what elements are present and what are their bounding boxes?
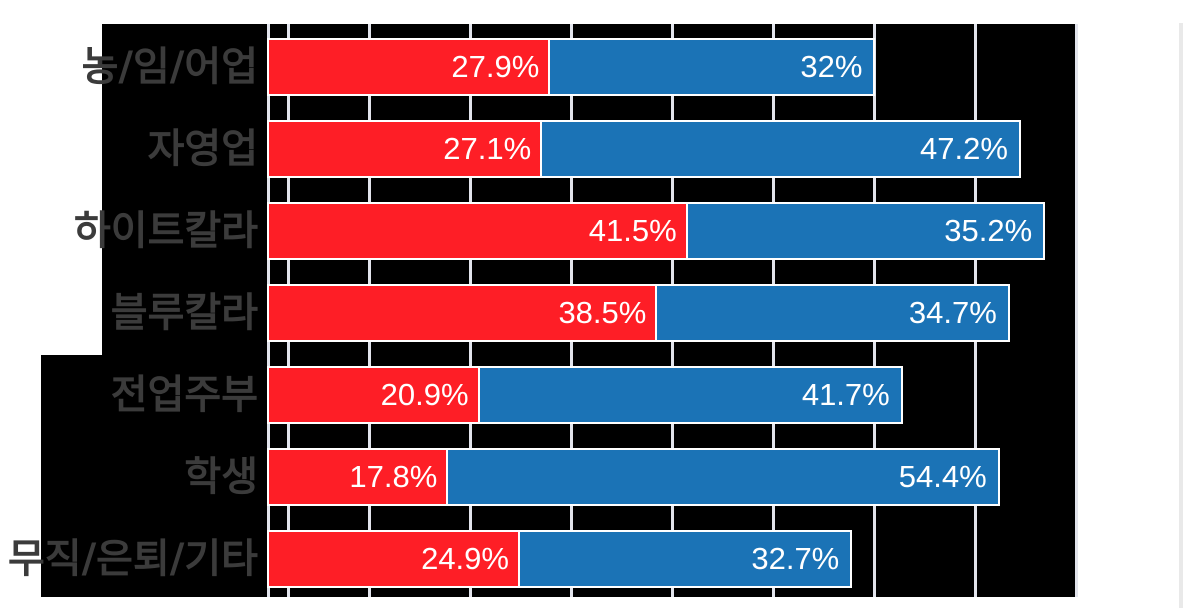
bar-segment-blue-segment: 32.7%: [517, 530, 853, 588]
bar-segment-blue-segment: 35.2%: [685, 202, 1046, 260]
bar-value-label: 35.2%: [944, 213, 1033, 248]
bar-segment-red-segment: 17.8%: [266, 448, 451, 506]
category-label: 학생: [184, 454, 258, 500]
category-label: 자영업: [147, 126, 258, 172]
bar-value-label: 47.2%: [920, 131, 1008, 166]
category-label: 전업주부: [110, 372, 258, 418]
gridline: [1075, 24, 1078, 597]
bar-value-label: 54.4%: [898, 459, 987, 494]
category-label: 농/임/어업: [81, 44, 258, 90]
bar-segment-red-segment: 27.1%: [266, 120, 545, 178]
bar-value-label: 27.9%: [451, 49, 540, 84]
bar-value-label: 34.7%: [908, 295, 997, 330]
bar-segment-blue-segment: 32%: [548, 38, 876, 96]
bar-value-label: 24.9%: [421, 541, 509, 576]
category-label: 무직/은퇴/기타: [7, 536, 258, 582]
category-label: 블루칼라: [110, 290, 258, 336]
bar-segment-red-segment: 20.9%: [266, 366, 482, 424]
bar-segment-blue-segment: 41.7%: [477, 366, 903, 424]
chart-plot-background-extension: [41, 355, 102, 597]
scrollbar-track[interactable]: [1179, 23, 1183, 608]
bar-segment-blue-segment: 34.7%: [655, 284, 1010, 342]
bar-value-label: 32%: [800, 49, 863, 84]
bar-segment-blue-segment: 47.2%: [540, 120, 1021, 178]
bar-value-label: 17.8%: [349, 459, 438, 494]
category-label: 하이트칼라: [74, 208, 258, 254]
bar-segment-red-segment: 38.5%: [266, 284, 660, 342]
bar-value-label: 41.5%: [588, 213, 677, 248]
bar-segment-blue-segment: 54.4%: [446, 448, 1000, 506]
bar-segment-red-segment: 41.5%: [266, 202, 690, 260]
bar-value-label: 32.7%: [751, 541, 840, 576]
bar-value-label: 38.5%: [558, 295, 647, 330]
bar-value-label: 27.1%: [443, 131, 532, 166]
bar-segment-red-segment: 24.9%: [266, 530, 522, 588]
bar-value-label: 41.7%: [801, 377, 890, 412]
bar-value-label: 20.9%: [380, 377, 469, 412]
bar-segment-red-segment: 27.9%: [266, 38, 553, 96]
